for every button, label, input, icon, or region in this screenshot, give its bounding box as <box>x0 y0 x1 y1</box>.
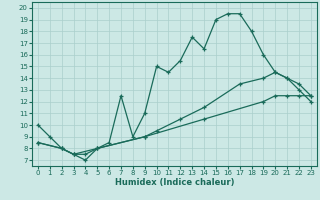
X-axis label: Humidex (Indice chaleur): Humidex (Indice chaleur) <box>115 178 234 187</box>
